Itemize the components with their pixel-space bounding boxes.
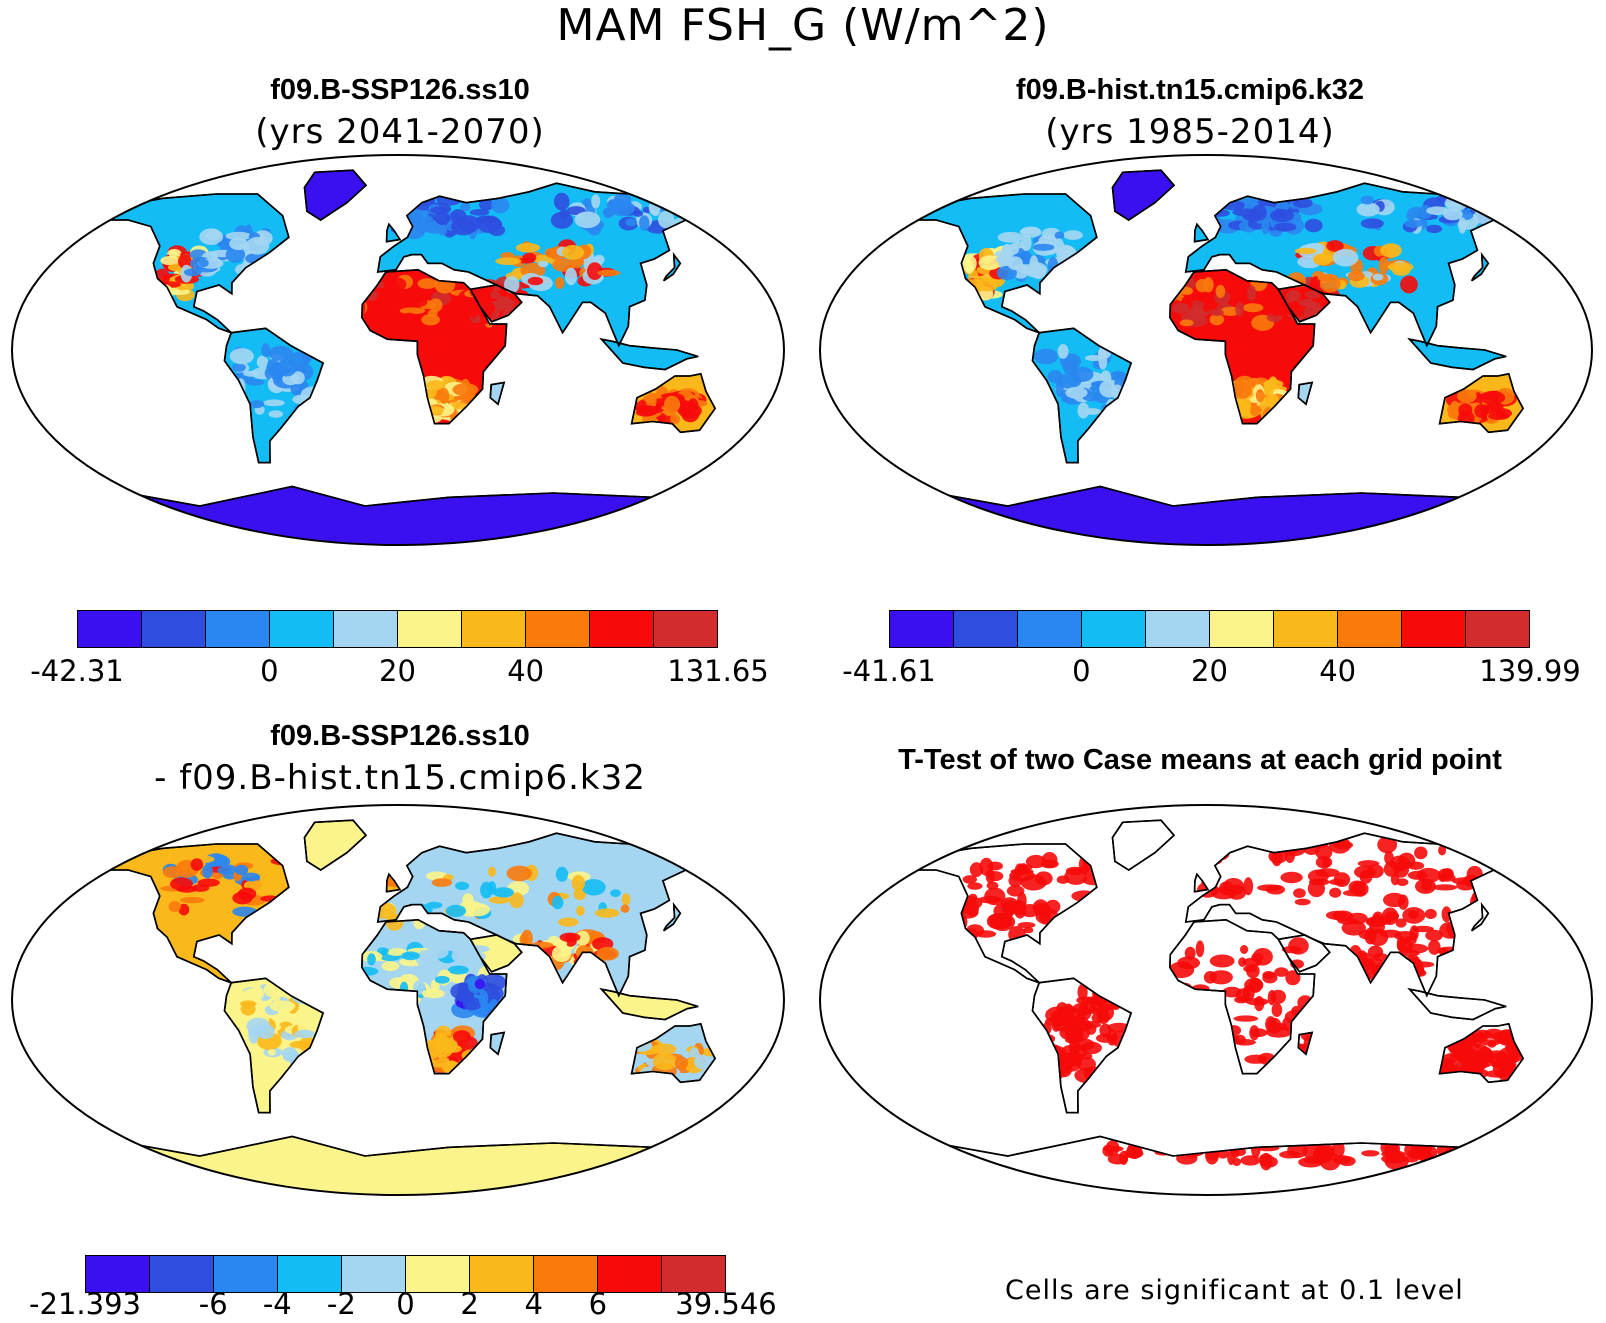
landmass-greenland bbox=[303, 169, 368, 221]
colorbar-swatch bbox=[1146, 611, 1210, 647]
colorbar-swatch bbox=[398, 611, 462, 647]
colorbar-tick-label: -2 bbox=[326, 1287, 356, 1321]
landmass-madagascar bbox=[489, 381, 506, 406]
panel-tl-title: f09.B-SSP126.ss10 bbox=[270, 74, 530, 106]
colorbar-top-left bbox=[77, 610, 718, 648]
colorbar-swatch bbox=[406, 1256, 470, 1292]
colorbar-swatch bbox=[598, 1256, 662, 1292]
colorbar-tick-label: 40 bbox=[507, 654, 545, 688]
panel-tr-title: f09.B-hist.tn15.cmip6.k32 bbox=[1015, 74, 1365, 106]
significance-note: Cells are significant at 0.1 level bbox=[1005, 1275, 1464, 1306]
colorbar-swatch bbox=[1018, 611, 1082, 647]
map-top-right bbox=[819, 154, 1593, 546]
colorbar-top-right bbox=[889, 610, 1530, 648]
colorbar-swatch bbox=[1402, 611, 1466, 647]
colorbar-tick-label: 6 bbox=[588, 1287, 608, 1321]
colorbar-bottom-left bbox=[85, 1255, 726, 1293]
colorbar-swatch bbox=[334, 611, 398, 647]
colorbar-swatch bbox=[342, 1256, 406, 1292]
colorbar-tick-label: 139.99 bbox=[1479, 654, 1581, 688]
colorbar-swatch bbox=[1466, 611, 1529, 647]
panel-tl-subtitle: (yrs 2041-2070) bbox=[255, 112, 545, 152]
colorbar-swatch bbox=[1210, 611, 1274, 647]
colorbar-swatch bbox=[470, 1256, 534, 1292]
colorbar-tick-label: 20 bbox=[379, 654, 416, 688]
figure-title: MAM FSH_G (W/m^2) bbox=[556, 0, 1050, 51]
colorbar-bottom-left-labels: -21.393 -6 -4 -2 0 2 4 6 39.546 bbox=[29, 1287, 777, 1321]
colorbar-tick-label: -42.31 bbox=[30, 654, 124, 688]
colorbar-swatch bbox=[662, 1256, 725, 1292]
colorbar-swatch bbox=[954, 611, 1018, 647]
colorbar-top-right-labels: -41.61 0 20 40 139.99 bbox=[842, 654, 1580, 688]
colorbar-tick-label: 131.65 bbox=[667, 654, 769, 688]
colorbar-swatch bbox=[1274, 611, 1338, 647]
colorbar-tick-label: 0 bbox=[1072, 654, 1091, 688]
map-frame bbox=[11, 804, 785, 1196]
landmass-madagascar bbox=[489, 1031, 506, 1056]
colorbar-tick-label: -41.61 bbox=[842, 654, 936, 688]
colorbar-swatch bbox=[534, 1256, 598, 1292]
map-frame bbox=[819, 154, 1593, 546]
map-bottom-right bbox=[819, 804, 1593, 1196]
map-frame bbox=[11, 154, 785, 546]
colorbar-swatch bbox=[890, 611, 954, 647]
landmass-greenland bbox=[1111, 819, 1176, 871]
colorbar-swatch bbox=[462, 611, 526, 647]
panel-bl-title: f09.B-SSP126.ss10 bbox=[270, 720, 530, 752]
colorbar-swatch bbox=[86, 1256, 150, 1292]
panel-bl-subtitle: - f09.B-hist.tn15.cmip6.k32 bbox=[154, 758, 646, 798]
colorbar-tick-label: 0 bbox=[396, 1287, 415, 1321]
panel-tr-subtitle: (yrs 1985-2014) bbox=[1045, 112, 1335, 152]
colorbar-tick-label: 39.546 bbox=[675, 1287, 777, 1321]
colorbar-tick-label: 40 bbox=[1319, 654, 1357, 688]
panel-br-title: T-Test of two Case means at each grid po… bbox=[898, 744, 1502, 776]
colorbar-swatch bbox=[654, 611, 717, 647]
colorbar-tick-label: 20 bbox=[1191, 654, 1228, 688]
colorbar-swatch bbox=[270, 611, 334, 647]
colorbar-swatch bbox=[214, 1256, 278, 1292]
map-bottom-left bbox=[11, 804, 785, 1196]
colorbar-swatch bbox=[150, 1256, 214, 1292]
colorbar-swatch bbox=[1082, 611, 1146, 647]
colorbar-tick-label: 4 bbox=[524, 1287, 543, 1321]
colorbar-swatch bbox=[590, 611, 654, 647]
colorbar-tick-label: -21.393 bbox=[29, 1287, 141, 1321]
colorbar-tick-label: 0 bbox=[260, 654, 279, 688]
colorbar-swatch bbox=[1338, 611, 1402, 647]
landmass-greenland bbox=[303, 819, 368, 871]
colorbar-tick-label: -4 bbox=[262, 1287, 292, 1321]
colorbar-swatch bbox=[78, 611, 142, 647]
landmass-madagascar bbox=[1297, 381, 1314, 406]
colorbar-swatch bbox=[142, 611, 206, 647]
colorbar-swatch bbox=[526, 611, 590, 647]
map-top-left bbox=[11, 154, 785, 546]
colorbar-swatch bbox=[206, 611, 270, 647]
landmass-greenland bbox=[1111, 169, 1176, 221]
map-frame bbox=[819, 804, 1593, 1196]
colorbar-swatch bbox=[278, 1256, 342, 1292]
colorbar-tick-label: 2 bbox=[460, 1287, 479, 1321]
colorbar-tick-label: -6 bbox=[198, 1287, 228, 1321]
colorbar-top-left-labels: -42.31 0 20 40 131.65 bbox=[30, 654, 768, 688]
